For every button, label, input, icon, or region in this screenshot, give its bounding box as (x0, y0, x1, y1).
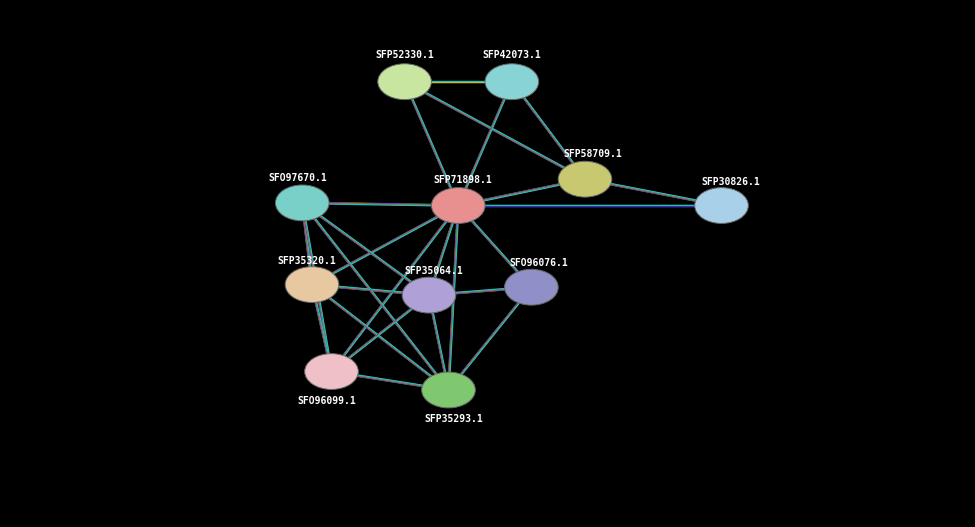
Text: SFO96099.1: SFO96099.1 (297, 396, 356, 405)
Text: SFP71898.1: SFP71898.1 (434, 175, 492, 185)
Text: SFP35064.1: SFP35064.1 (405, 267, 463, 276)
Text: SFP35320.1: SFP35320.1 (278, 256, 336, 266)
Text: SFO96076.1: SFO96076.1 (510, 259, 568, 268)
Text: SFP58709.1: SFP58709.1 (564, 149, 622, 159)
Ellipse shape (505, 269, 558, 305)
Text: SFP52330.1: SFP52330.1 (375, 51, 434, 60)
Ellipse shape (402, 277, 456, 313)
Ellipse shape (421, 372, 476, 408)
Ellipse shape (304, 354, 359, 389)
Ellipse shape (694, 188, 749, 223)
Text: SFO97670.1: SFO97670.1 (268, 173, 327, 182)
Ellipse shape (431, 188, 486, 223)
Ellipse shape (558, 161, 612, 197)
Text: SFP30826.1: SFP30826.1 (702, 177, 760, 187)
Ellipse shape (285, 267, 339, 302)
Text: SFP35293.1: SFP35293.1 (424, 414, 483, 424)
Text: SFP42073.1: SFP42073.1 (483, 51, 541, 60)
Ellipse shape (275, 185, 330, 221)
Ellipse shape (378, 64, 431, 100)
Ellipse shape (486, 64, 538, 100)
